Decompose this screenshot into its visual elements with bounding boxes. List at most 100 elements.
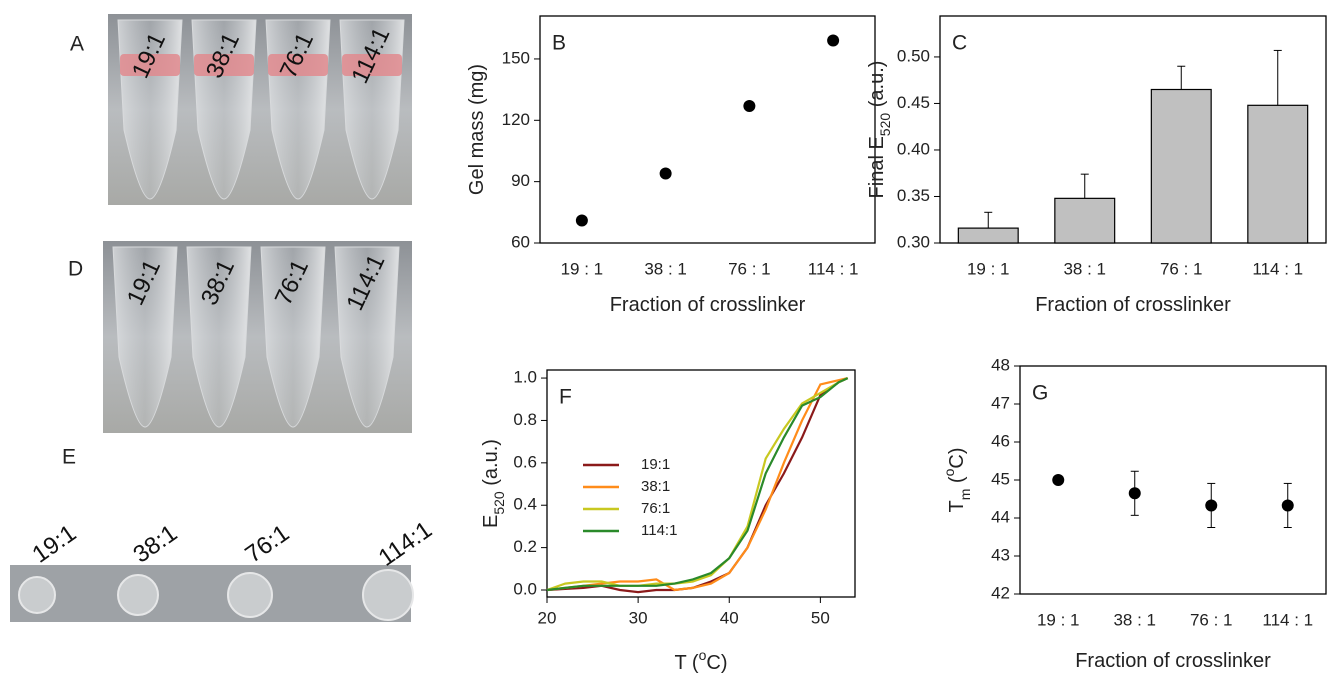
y-tick-label: 0.40 <box>897 139 930 158</box>
x-tick-label: 38 : 1 <box>1063 259 1106 278</box>
plot-frame <box>539 15 876 244</box>
point <box>827 34 840 47</box>
y-tick-label: 150 <box>502 48 530 67</box>
plot-frame <box>939 15 1327 244</box>
x-axis-label-part: Fraction of crosslinker <box>1075 650 1271 672</box>
panel-letter: B <box>552 32 566 55</box>
y-tick-label: 0.6 <box>513 452 537 471</box>
y-tick-label: 120 <box>502 110 530 129</box>
photo <box>10 565 411 622</box>
x-axis-label-part: T ( <box>675 652 699 674</box>
bar <box>1247 104 1309 244</box>
y-axis-label-part: 520 <box>491 491 507 515</box>
x-axis-label: Fraction of crosslinker <box>1035 294 1231 316</box>
legend-label: 76:1 <box>641 500 670 517</box>
point <box>575 214 588 227</box>
line-series <box>546 377 849 592</box>
x-tick-label: 114 : 1 <box>1252 259 1303 278</box>
point <box>1128 487 1141 500</box>
y-axis-label-part: ( <box>946 476 968 489</box>
y-tick-label: 0.8 <box>513 410 537 429</box>
x-tick-label: 30 <box>629 608 648 627</box>
y-axis-label-part: E <box>480 515 502 528</box>
drop <box>362 569 414 621</box>
y-tick-label: 47 <box>991 393 1010 412</box>
x-axis-label: T (oC) <box>675 647 728 675</box>
point <box>1052 474 1065 486</box>
drop-label: 114:1 <box>374 516 437 572</box>
y-axis-label-part: (a.u.) <box>866 61 888 113</box>
legend-label: 19:1 <box>641 456 670 473</box>
tube <box>260 246 326 428</box>
tube <box>112 246 178 428</box>
gel <box>120 54 180 76</box>
y-tick-label: 0.50 <box>897 46 930 65</box>
y-tick-label: 43 <box>991 545 1010 564</box>
y-axis-label-part: o <box>941 468 957 476</box>
x-tick-label: 50 <box>811 608 830 627</box>
y-tick-label: 0.2 <box>513 537 537 556</box>
plot-frame <box>1019 365 1327 595</box>
y-tick-label: 45 <box>991 469 1010 488</box>
x-tick-label: 76 : 1 <box>1160 259 1203 278</box>
line-series <box>546 377 849 592</box>
x-tick-label: 38 : 1 <box>1113 610 1156 629</box>
x-axis-label-part: Fraction of crosslinker <box>1035 294 1231 316</box>
y-axis-label-part: T <box>946 500 968 512</box>
x-tick-label: 19 : 1 <box>1037 610 1080 629</box>
y-tick-label: 42 <box>991 583 1010 602</box>
y-axis-label: Tm (oC) <box>941 447 973 512</box>
drop <box>227 572 273 618</box>
line-series <box>546 377 849 594</box>
y-tick-label: 44 <box>991 507 1010 526</box>
panel-letter: D <box>68 258 83 281</box>
drop <box>117 574 159 616</box>
x-tick-label: 114 : 1 <box>808 259 859 278</box>
x-tick-label: 19 : 1 <box>561 259 604 278</box>
panel-letter: F <box>559 386 572 409</box>
y-axis-label-part: (a.u.) <box>480 439 502 491</box>
y-tick-label: 1.0 <box>513 368 537 387</box>
y-tick-label: 60 <box>511 232 530 251</box>
drop <box>18 576 56 614</box>
x-tick-label: 38 : 1 <box>644 259 687 278</box>
y-tick-label: 0.30 <box>897 232 930 251</box>
tube <box>186 246 252 428</box>
point <box>1281 499 1294 512</box>
x-axis-label: Fraction of crosslinker <box>1075 650 1271 672</box>
bar <box>957 227 1019 244</box>
y-tick-label: 90 <box>511 171 530 190</box>
x-tick-label: 114 : 1 <box>1262 610 1313 629</box>
drop-label: 38:1 <box>128 520 182 569</box>
point <box>1205 499 1218 512</box>
y-axis-label-part: C) <box>946 447 968 468</box>
panel-letter: G <box>1032 382 1048 405</box>
panel-letter: A <box>70 33 84 56</box>
drop-label: 76:1 <box>240 520 294 569</box>
x-tick-label: 19 : 1 <box>967 259 1010 278</box>
y-tick-label: 0.4 <box>513 495 537 514</box>
legend-label: 114:1 <box>641 522 677 539</box>
x-tick-label: 20 <box>538 608 557 627</box>
line-series <box>546 377 848 592</box>
point <box>743 99 756 112</box>
y-axis-label: Final E520 (a.u.) <box>866 61 892 199</box>
tube <box>334 246 400 428</box>
x-tick-label: 76 : 1 <box>1190 610 1233 629</box>
y-tick-label: 46 <box>991 431 1010 450</box>
x-tick-label: 40 <box>720 608 739 627</box>
y-axis-label-part: 520 <box>877 113 893 137</box>
x-tick-label: 76 : 1 <box>728 259 771 278</box>
y-tick-label: 0.45 <box>897 93 930 112</box>
y-axis-label-part: Gel mass (mg) <box>466 64 488 195</box>
y-tick-label: 48 <box>991 355 1010 374</box>
x-axis-label-part: C) <box>706 652 727 674</box>
panel-letter: C <box>952 32 967 55</box>
x-axis-label-part: Fraction of crosslinker <box>610 294 806 316</box>
x-axis-label-part: o <box>699 647 707 663</box>
drop-label: 19:1 <box>27 520 81 569</box>
x-axis-label: Fraction of crosslinker <box>610 294 806 316</box>
y-tick-label: 0.35 <box>897 186 930 205</box>
